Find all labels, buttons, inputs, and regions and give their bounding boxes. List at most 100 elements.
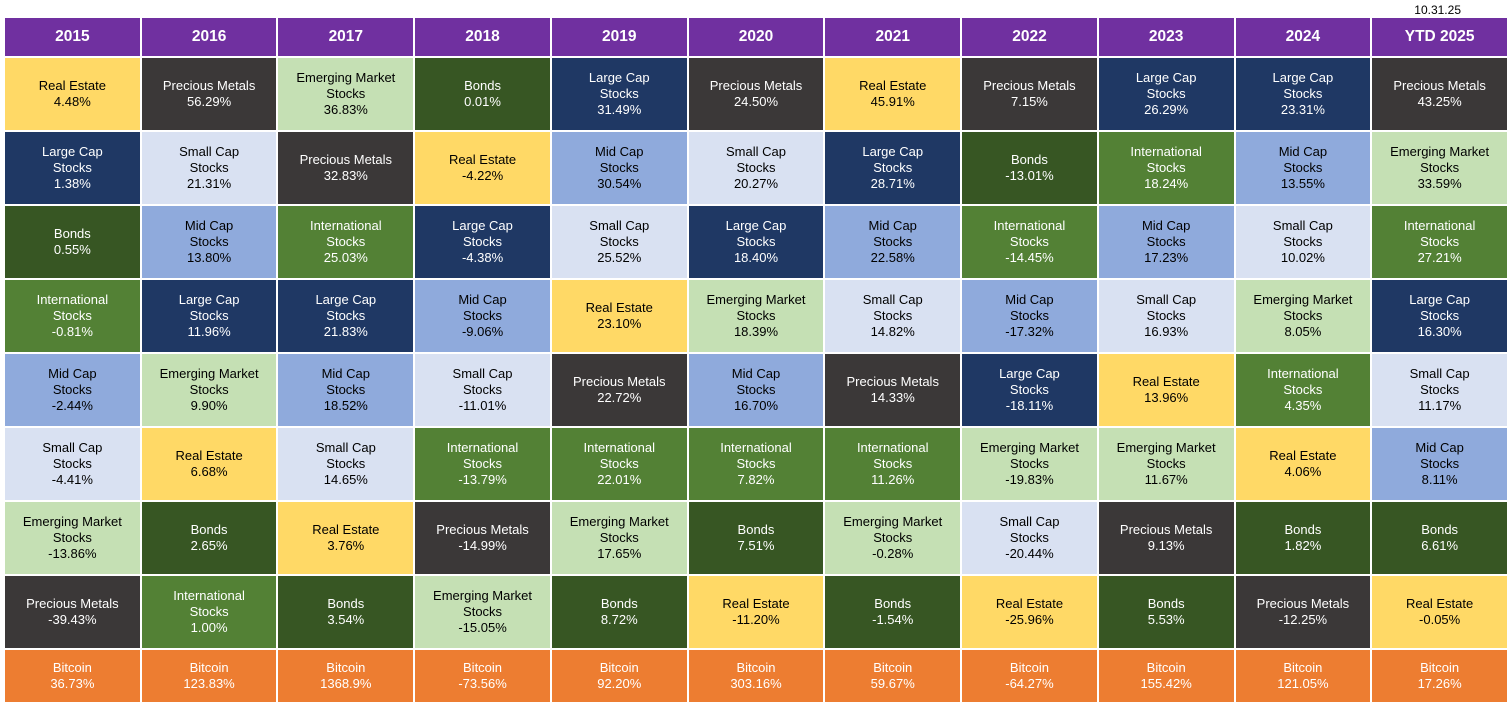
asset-return: 17.65% — [597, 546, 642, 562]
asset-return: 11.96% — [187, 324, 231, 340]
asset-name: Large Cap Stocks — [725, 217, 787, 249]
asset-return: 3.54% — [327, 612, 365, 627]
asset-return: 0.01% — [464, 94, 501, 109]
asset-cell: Mid Cap Stocks -2.44% — [5, 354, 140, 426]
asset-cell: Precious Metals 56.29% — [141, 58, 277, 130]
bitcoin-label: Bitcoin — [1420, 659, 1460, 675]
asset-return: -4.41% — [51, 472, 93, 488]
asset-cell: Small Cap Stocks 25.52% — [551, 206, 687, 278]
asset-name: Bonds — [327, 595, 365, 611]
asset-return: 7.15% — [1011, 94, 1048, 109]
asset-cell: International Stocks -14.45% — [962, 206, 1097, 278]
asset-return: 5.53% — [1147, 612, 1185, 627]
asset-name: International Stocks — [583, 439, 656, 471]
asset-cell: Large Cap Stocks 1.38% — [5, 132, 140, 204]
asset-return: 16.70% — [733, 398, 779, 414]
asset-return: 18.52% — [323, 398, 368, 414]
bitcoin-label: Bitcoin — [736, 659, 776, 675]
asset-name: Small Cap Stocks — [589, 217, 650, 249]
asset-return: 8.11% — [1421, 472, 1458, 488]
asset-return: -15.05% — [458, 620, 507, 636]
asset-name: International Stocks — [310, 217, 382, 249]
asset-name: Large Cap Stocks — [1409, 291, 1470, 323]
asset-return: 56.29% — [187, 94, 232, 109]
asset-cell: International Stocks 1.00% — [141, 576, 277, 648]
asset-name: Large Cap Stocks — [588, 69, 650, 101]
asset-cell: Bonds 0.55% — [5, 206, 140, 278]
asset-return: 32.83% — [323, 168, 368, 183]
bitcoin-cell: Bitcoin 36.73% — [5, 650, 140, 702]
bitcoin-cell: Bitcoin 59.67% — [825, 650, 961, 702]
asset-name: Emerging Market Stocks — [979, 439, 1079, 471]
asset-cell: Precious Metals 24.50% — [688, 58, 824, 130]
asset-return: -14.99% — [458, 538, 507, 553]
asset-name: Mid Cap Stocks — [458, 291, 507, 323]
asset-return: 10.02% — [1280, 250, 1325, 266]
asset-name: International Stocks — [1403, 217, 1476, 249]
asset-return: 8.05% — [1284, 324, 1322, 340]
bitcoin-cell: Bitcoin 17.26% — [1372, 650, 1507, 702]
asset-return: -13.86% — [48, 546, 97, 562]
asset-cell: Precious Metals 14.33% — [825, 354, 961, 426]
year-header: 2016 — [141, 18, 277, 56]
asset-name: Emerging Market Stocks — [843, 513, 943, 545]
asset-return: 1.82% — [1284, 538, 1322, 553]
asset-cell: Real Estate -0.05% — [1372, 576, 1507, 648]
asset-name: Large Cap Stocks — [1135, 69, 1197, 101]
asset-cell: Small Cap Stocks -11.01% — [415, 354, 550, 426]
asset-cell: Mid Cap Stocks 13.55% — [1235, 132, 1371, 204]
year-header: 2022 — [962, 18, 1097, 56]
asset-return: -12.25% — [1278, 612, 1328, 627]
asset-cell: Mid Cap Stocks 8.11% — [1372, 428, 1507, 500]
asset-cell: International Stocks 27.21% — [1372, 206, 1507, 278]
asset-cell: Mid Cap Stocks 22.58% — [825, 206, 961, 278]
asset-cell: Small Cap Stocks 20.27% — [688, 132, 824, 204]
asset-cell: Real Estate 4.48% — [5, 58, 140, 130]
asset-return: 31.49% — [597, 102, 642, 118]
asset-name: Large Cap Stocks — [999, 365, 1060, 397]
asset-name: Small Cap Stocks — [179, 143, 240, 175]
asset-return: -20.44% — [1005, 546, 1054, 562]
asset-return: -17.32% — [1005, 324, 1054, 340]
asset-return: 13.80% — [187, 250, 232, 266]
asset-name: International Stocks — [993, 217, 1066, 249]
asset-return: 16.93% — [1144, 324, 1189, 340]
asset-return: 11.26% — [871, 472, 915, 488]
asset-return: -11.01% — [458, 398, 507, 414]
asset-name: Large Cap Stocks — [315, 291, 377, 323]
asset-name: Emerging Market Stocks — [296, 69, 396, 101]
asset-name: Small Cap Stocks — [42, 439, 103, 471]
asset-return: 18.40% — [733, 250, 779, 266]
year-header: 2019 — [551, 18, 687, 56]
asset-name: Small Cap Stocks — [1409, 365, 1470, 397]
asset-name: Mid Cap Stocks — [1005, 291, 1054, 323]
asset-cell: International Stocks 11.26% — [825, 428, 961, 500]
bitcoin-return: 17.26% — [1417, 676, 1462, 691]
year-header: 2024 — [1235, 18, 1371, 56]
asset-name: International Stocks — [36, 291, 109, 323]
asset-name: Mid Cap Stocks — [1141, 217, 1191, 249]
asset-cell: Bonds -1.54% — [825, 576, 961, 648]
asset-name: Mid Cap Stocks — [184, 217, 234, 249]
asset-return: 28.71% — [870, 176, 915, 192]
asset-cell: Precious Metals -14.99% — [415, 502, 550, 574]
asset-return: 13.96% — [1144, 390, 1189, 405]
asset-name: Large Cap Stocks — [862, 143, 924, 175]
asset-name: Bonds — [600, 595, 638, 611]
asset-cell: International Stocks -0.81% — [5, 280, 140, 352]
asset-name: Mid Cap Stocks — [48, 365, 97, 397]
asset-return: 11.17% — [1418, 398, 1462, 414]
asset-cell: Bonds 3.54% — [278, 576, 414, 648]
asset-return: 2.65% — [190, 538, 228, 553]
asset-return: 18.24% — [1144, 176, 1189, 192]
asset-return: 21.83% — [323, 324, 368, 340]
asset-name: International Stocks — [173, 587, 245, 619]
asset-name: Precious Metals — [1256, 595, 1350, 611]
bitcoin-return: 59.67% — [870, 676, 915, 691]
asset-name: Emerging Market Stocks — [22, 513, 122, 545]
asset-return: 20.27% — [733, 176, 779, 192]
asset-cell: Emerging Market Stocks 36.83% — [278, 58, 414, 130]
asset-name: International Stocks — [1130, 143, 1202, 175]
asset-name: Mid Cap Stocks — [321, 365, 371, 397]
bitcoin-label: Bitcoin — [52, 659, 92, 675]
